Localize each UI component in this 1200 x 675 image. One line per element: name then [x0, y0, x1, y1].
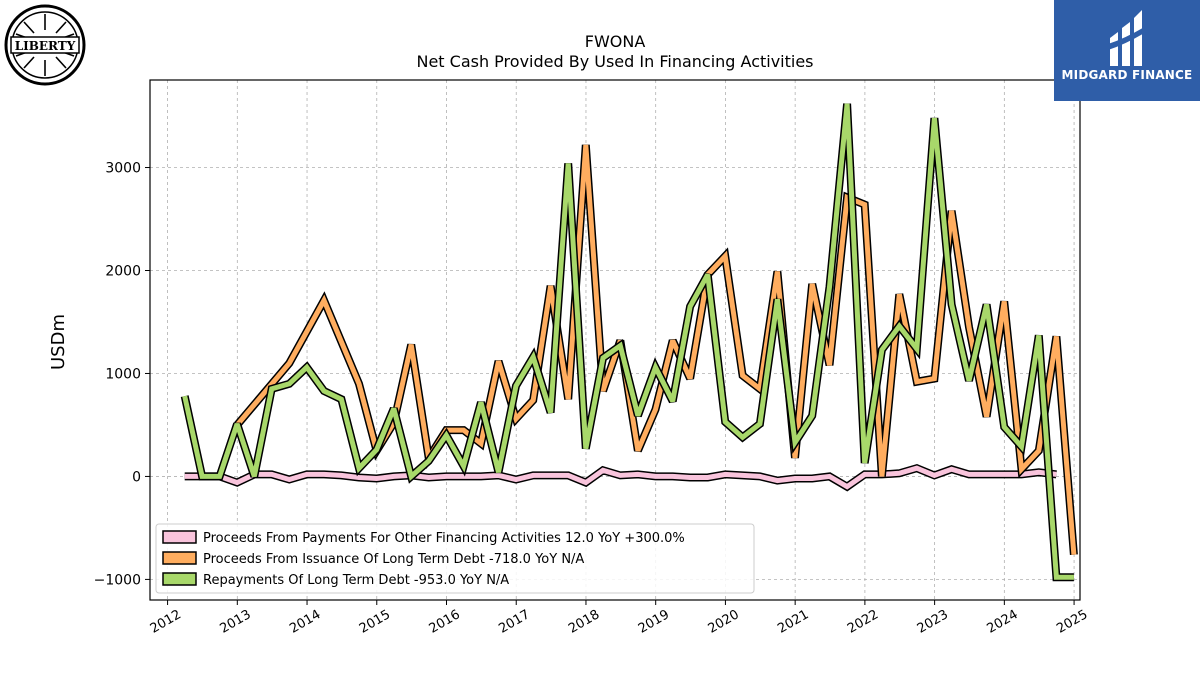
x-tick-label: 2020 [706, 607, 742, 637]
legend: Proceeds From Payments For Other Financi… [155, 523, 755, 594]
x-tick-label: 2023 [915, 607, 951, 637]
y-tick-label: 0 [132, 469, 141, 485]
x-tick-label: 2014 [287, 607, 323, 637]
y-tick-label: 2000 [105, 263, 141, 279]
y-tick-label: 1000 [105, 366, 141, 382]
x-tick-label: 2025 [1054, 607, 1090, 637]
legend-swatch-1 [162, 530, 197, 544]
series-layer [180, 103, 1078, 582]
midgard-mark-icon [1108, 10, 1146, 66]
x-tick-label: 2016 [427, 607, 463, 637]
series-1 [184, 463, 1057, 492]
legend-frame [155, 523, 755, 594]
y-tick-label: 3000 [105, 161, 141, 177]
chart-title: FWONA [585, 32, 646, 51]
legend-swatch-3 [162, 572, 197, 586]
x-tick-label: 2022 [845, 607, 881, 637]
legend-label-3: Repayments Of Long Term Debt -953.0 YoY … [203, 573, 509, 588]
chart-subtitle: Net Cash Provided By Used In Financing A… [416, 52, 813, 71]
series-3-line [182, 103, 1074, 580]
gridlines [150, 80, 1080, 600]
legend-swatch-2 [162, 551, 197, 565]
x-tick-label: 2015 [357, 607, 393, 637]
series-3 [180, 103, 1074, 582]
x-tick-label: 2024 [985, 607, 1021, 637]
series-1-line [184, 465, 1057, 490]
x-tick-label: 2012 [148, 607, 184, 637]
x-tick-label: 2013 [217, 607, 253, 637]
midgard-brand-text: MIDGARD FINANCE [1061, 68, 1193, 82]
y-axis-label: USDm [48, 314, 69, 370]
x-tick-label: 2018 [566, 607, 602, 637]
plot-frame [149, 79, 1081, 601]
legend-label-1: Proceeds From Payments For Other Financi… [203, 531, 685, 546]
y-tick-label: −1000 [94, 572, 141, 588]
midgard-finance-logo: MIDGARD FINANCE [1054, 0, 1200, 101]
x-tick-label: 2019 [636, 607, 672, 637]
x-tick-label: 2017 [496, 607, 532, 637]
legend-label-2: Proceeds From Issuance Of Long Term Debt… [203, 552, 584, 567]
liberty-logo: LIBERTY [4, 4, 86, 86]
x-tick-label: 2021 [775, 607, 811, 637]
svg-text:LIBERTY: LIBERTY [15, 39, 76, 53]
